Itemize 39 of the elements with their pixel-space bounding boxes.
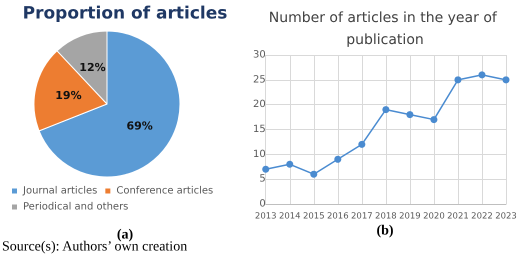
chart-title: Proportion of articles [22, 4, 228, 24]
point [430, 116, 438, 124]
point [310, 170, 318, 178]
point [478, 71, 486, 78]
point [358, 140, 366, 148]
data-label: 12% [79, 60, 106, 74]
point [262, 166, 270, 173]
legend-label: Journal articles [22, 186, 98, 196]
point [406, 111, 414, 118]
x-tick-label: 2023 [495, 212, 517, 222]
x-tick-label: 2019 [399, 212, 421, 222]
legend-label: Periodical and others [23, 202, 128, 212]
y-tick-label: 20 [252, 99, 266, 110]
text: (a) [116, 228, 134, 242]
x-tick-label: 2020 [423, 212, 445, 222]
point [382, 106, 390, 114]
legend-label: Conference articles [116, 186, 214, 196]
data-label: 19% [55, 88, 82, 102]
point [334, 156, 342, 163]
point [502, 76, 510, 84]
x-tick-label: 2014 [278, 212, 301, 222]
x-tick-label: 2016 [326, 212, 349, 222]
chart-title: Number of articles in the year of publication [268, 10, 502, 48]
x-tick-label: 2013 [254, 212, 277, 222]
y-tick-label: 25 [252, 74, 266, 86]
x-tick-label: 2021 [447, 212, 469, 222]
x-tick-label: 2017 [351, 212, 373, 222]
x-tick-label: 2015 [302, 212, 325, 222]
y-tick-label: 30 [252, 50, 266, 60]
point [286, 160, 294, 168]
data-label: 69% [126, 120, 153, 133]
y-tick-label: 0 [259, 198, 266, 210]
x-tick-label: 2022 [471, 212, 493, 222]
x-tick-label: 2018 [375, 212, 397, 222]
y-tick-label: 15 [252, 124, 266, 135]
y-tick-label: 5 [259, 174, 266, 185]
point [454, 76, 462, 84]
y-tick-label: 10 [252, 148, 266, 160]
text: (b) [376, 224, 394, 238]
